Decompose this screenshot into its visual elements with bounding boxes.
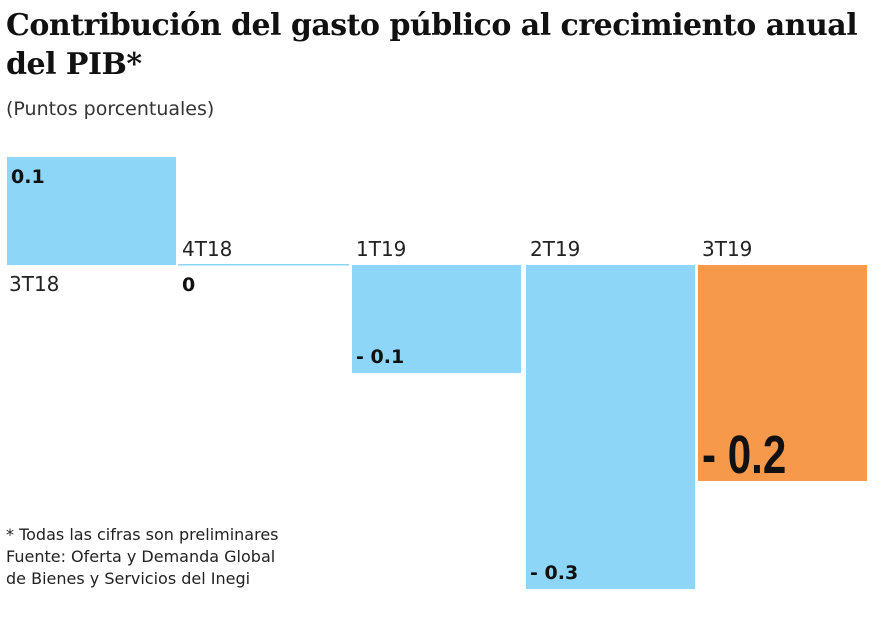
footnote-source-cont: de Bienes y Servicios del Inegi bbox=[6, 569, 251, 588]
value-label: - 0.2 bbox=[702, 425, 786, 485]
value-label: - 0.1 bbox=[356, 346, 404, 368]
bar-3T18 bbox=[7, 157, 176, 265]
bar-1T19 bbox=[352, 265, 521, 373]
footnotes: * Todas las cifras son preliminares Fuen… bbox=[6, 524, 279, 590]
bar-2T19 bbox=[526, 265, 695, 589]
bar-3T19 bbox=[698, 265, 867, 481]
category-label: 2T19 bbox=[530, 237, 580, 261]
bar-4T18 bbox=[178, 264, 349, 266]
chart-subtitle: (Puntos porcentuales) bbox=[6, 98, 215, 120]
category-label: 1T19 bbox=[356, 237, 406, 261]
value-label: - 0.3 bbox=[530, 562, 578, 584]
category-label: 4T18 bbox=[182, 237, 232, 261]
value-label: 0 bbox=[182, 274, 195, 296]
footnote-source: Fuente: Oferta y Demanda Global bbox=[6, 547, 276, 566]
value-label: 0.1 bbox=[11, 166, 45, 188]
category-label: 3T19 bbox=[702, 237, 752, 261]
chart-title: Contribución del gasto público al crecim… bbox=[6, 8, 858, 82]
footnote-preliminary: * Todas las cifras son preliminares bbox=[6, 525, 279, 544]
category-label: 3T18 bbox=[9, 272, 59, 296]
